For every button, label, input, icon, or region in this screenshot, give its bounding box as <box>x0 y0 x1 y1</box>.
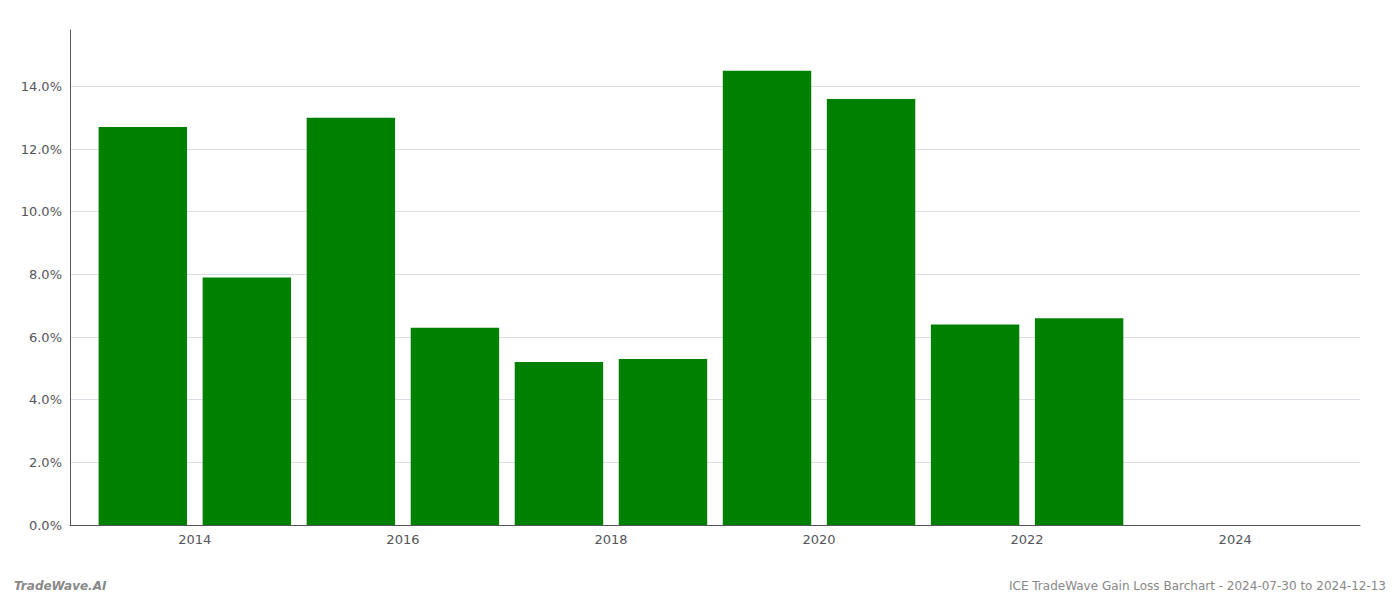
svg-text:8.0%: 8.0% <box>29 267 62 282</box>
svg-text:12.0%: 12.0% <box>21 142 62 157</box>
svg-text:2022: 2022 <box>1011 532 1044 547</box>
svg-text:2016: 2016 <box>386 532 419 547</box>
svg-text:14.0%: 14.0% <box>21 79 62 94</box>
svg-text:0.0%: 0.0% <box>29 518 62 533</box>
svg-text:2018: 2018 <box>594 532 627 547</box>
svg-text:4.0%: 4.0% <box>29 392 62 407</box>
svg-text:ICE TradeWave Gain Loss Barcha: ICE TradeWave Gain Loss Barchart - 2024-… <box>1009 579 1386 593</box>
svg-text:2.0%: 2.0% <box>29 455 62 470</box>
svg-text:6.0%: 6.0% <box>29 330 62 345</box>
svg-text:2020: 2020 <box>802 532 835 547</box>
svg-text:2024: 2024 <box>1219 532 1252 547</box>
svg-text:TradeWave.AI: TradeWave.AI <box>14 579 107 593</box>
svg-text:10.0%: 10.0% <box>21 204 62 219</box>
svg-text:2014: 2014 <box>178 532 211 547</box>
